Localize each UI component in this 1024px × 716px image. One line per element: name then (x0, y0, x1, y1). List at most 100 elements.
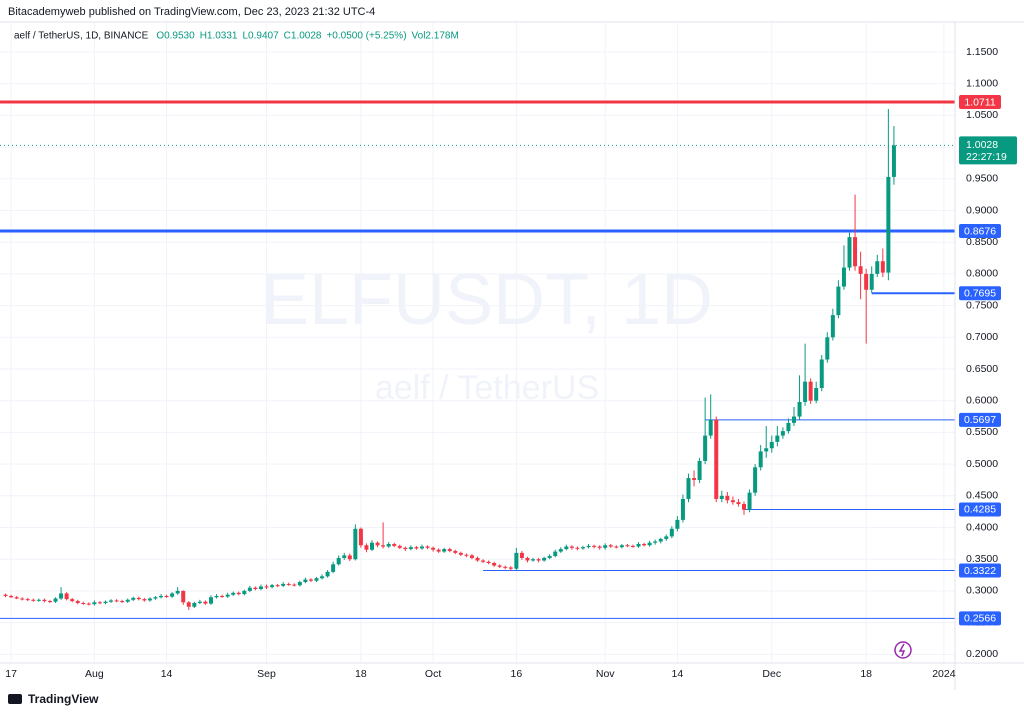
y-tick-label: 0.7000 (966, 331, 998, 343)
candle-body (14, 597, 19, 599)
y-tick-label: 0.6500 (966, 363, 998, 375)
candle-body (253, 587, 258, 590)
candle-body (808, 381, 813, 401)
candle-body (853, 237, 858, 267)
candle-body (364, 545, 369, 550)
candle-body (64, 593, 69, 600)
legend-item: H1.0331 (200, 31, 238, 42)
candle-body (553, 551, 558, 557)
candle-body (164, 595, 169, 597)
candle-body (153, 597, 158, 599)
y-tick-label: 1.1000 (966, 77, 998, 89)
level-label: 0.3322 (964, 565, 996, 577)
icon[interactable] (894, 641, 912, 659)
level-label: 1.0711 (964, 96, 995, 108)
candle-body (325, 571, 330, 577)
candle-body (175, 590, 180, 594)
candle-body (231, 592, 236, 595)
candle-body (880, 261, 885, 273)
candle-body (669, 528, 674, 537)
candle-body (719, 495, 724, 499)
candle-body (819, 359, 824, 389)
candle-body (730, 500, 735, 503)
candle-body (647, 542, 652, 546)
candle-body (142, 599, 147, 601)
candle-body (3, 594, 8, 596)
candle-body (703, 435, 708, 461)
candle-body (336, 557, 341, 565)
footer: TradingView (28, 692, 99, 706)
candle-body (531, 559, 536, 561)
candle-body (575, 547, 580, 549)
x-tick-label: Dec (762, 668, 781, 680)
candle-body (70, 599, 75, 602)
candle-body (592, 545, 597, 547)
candle-body (758, 451, 763, 468)
y-tick-label: 0.7500 (966, 299, 998, 311)
candle-body (320, 576, 325, 579)
candle-body (347, 555, 352, 560)
candle-body (281, 583, 286, 586)
y-tick-label: 0.9500 (966, 173, 998, 185)
candle-body (614, 546, 619, 548)
candle-body (314, 578, 319, 581)
candle-body (264, 586, 269, 588)
candle-body (725, 495, 730, 501)
candle-body (270, 585, 275, 588)
candle-body (86, 603, 91, 605)
candle-body (547, 556, 552, 558)
candle-body (836, 286, 841, 316)
candle-body (558, 549, 563, 552)
candle-body (847, 237, 852, 268)
x-tick-label: 17 (5, 668, 17, 680)
legend-item: +0.0500 (+5.25%) (326, 31, 406, 42)
candle-body (675, 519, 680, 529)
candle-body (775, 435, 780, 442)
candle-body (891, 145, 896, 177)
candle-body (275, 585, 280, 587)
candle-body (525, 557, 530, 561)
y-tick-label: 0.9000 (966, 204, 998, 216)
x-tick-label: Sep (257, 668, 276, 680)
candle-body (791, 416, 796, 423)
level-label-box (959, 563, 1001, 578)
candle-body (447, 549, 452, 551)
watermark-subtitle: aelf / TetherUS (375, 369, 599, 407)
grid (0, 22, 955, 663)
candle-body (9, 595, 14, 598)
candle-body (381, 545, 386, 547)
candle-body (397, 545, 402, 548)
candle-body (431, 547, 436, 550)
x-tick-label: 16 (511, 668, 523, 680)
candle-body (197, 601, 202, 603)
candle-body (192, 602, 197, 607)
candle-body (680, 498, 685, 520)
watermark: ELFUSDT, 1D (261, 260, 713, 340)
candle-body (503, 566, 508, 568)
candle-body (242, 590, 247, 595)
candle-body (109, 600, 114, 602)
candle-body (297, 582, 302, 586)
candle-body (636, 543, 641, 547)
candle-body (814, 388, 819, 401)
candle-body (31, 599, 36, 601)
y-tick-label: 0.5500 (966, 426, 998, 438)
candle-body (75, 601, 80, 603)
y-tick-label: 0.5000 (966, 458, 998, 470)
candle-body (875, 261, 880, 274)
candle-body (514, 552, 519, 569)
x-tick-label: 2024 (932, 668, 956, 680)
candle-body (536, 559, 541, 561)
candle-body (664, 536, 669, 539)
candle-body (603, 545, 608, 548)
level-label-box (959, 502, 1001, 517)
candle-body (586, 545, 591, 548)
candle-body (247, 587, 252, 591)
x-tick-label: 18 (355, 668, 367, 680)
plot (0, 100, 955, 619)
symbol: aelf / TetherUS, 1D, BINANCE (14, 31, 149, 42)
candle-body (542, 557, 547, 561)
candle-body (519, 552, 524, 558)
legend-item: O0.9530 (156, 31, 195, 42)
